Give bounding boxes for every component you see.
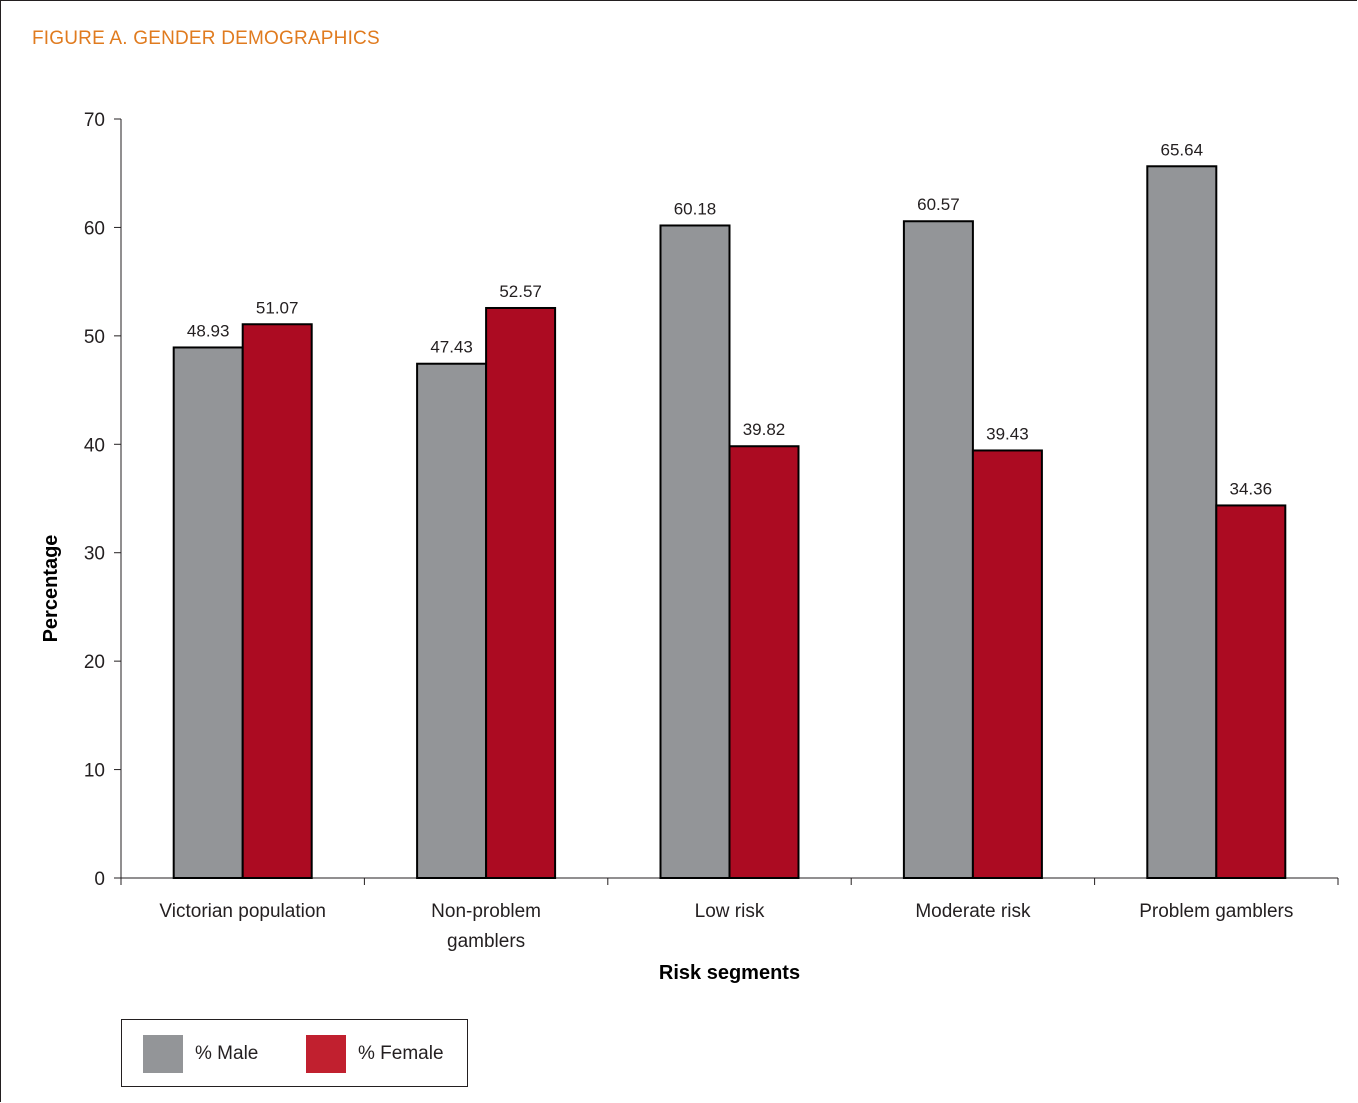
- legend: % Male % Female: [121, 1019, 468, 1087]
- bar-female: [485, 306, 557, 879]
- data-label-male: 48.93: [187, 321, 230, 340]
- y-tick-label: 0: [94, 869, 105, 890]
- x-category-label: Moderate risk: [915, 901, 1031, 922]
- legend-item-male: % Male: [143, 1035, 258, 1073]
- x-category-label: gamblers: [447, 931, 525, 952]
- figure-title: FIGURE A. GENDER DEMOGRAPHICS: [32, 28, 380, 49]
- data-label-female: 34.36: [1230, 479, 1273, 498]
- legend-swatch-female: [306, 1035, 346, 1073]
- x-category-label: Low risk: [695, 901, 765, 922]
- y-tick-label: 40: [84, 435, 105, 456]
- x-category-label: Victorian population: [159, 901, 326, 922]
- data-label-male: 60.18: [674, 199, 717, 218]
- x-axis-title: Risk segments: [659, 962, 800, 984]
- bar-male: [902, 220, 974, 879]
- data-label-female: 39.82: [743, 420, 786, 439]
- data-label-male: 60.57: [917, 195, 960, 214]
- y-tick-label: 60: [84, 218, 105, 239]
- bar-female: [728, 445, 800, 879]
- y-tick-label: 30: [84, 544, 105, 565]
- x-category-label: Non-problem: [431, 901, 541, 922]
- data-label-male: 65.64: [1161, 140, 1204, 159]
- y-axis-title: Percentage: [40, 535, 62, 643]
- y-tick-label: 70: [84, 110, 105, 131]
- x-category-label: Problem gamblers: [1139, 901, 1293, 922]
- y-tick-label: 20: [84, 652, 105, 673]
- bar-female: [971, 449, 1043, 879]
- legend-label-female: % Female: [358, 1043, 444, 1064]
- bar-male: [1146, 165, 1218, 880]
- y-tick-label: 10: [84, 761, 105, 782]
- data-label-female: 52.57: [499, 282, 542, 301]
- y-tick-label: 50: [84, 327, 105, 348]
- bar-male: [172, 346, 244, 880]
- bar-male: [416, 362, 488, 880]
- bar-female: [1215, 504, 1287, 879]
- bar-male: [659, 224, 731, 879]
- legend-label-male: % Male: [195, 1043, 259, 1064]
- legend-swatch-male: [143, 1035, 183, 1073]
- legend-item-female: % Female: [306, 1035, 444, 1073]
- data-label-female: 51.07: [256, 298, 299, 317]
- data-label-male: 47.43: [430, 338, 473, 357]
- data-label-female: 39.43: [986, 424, 1029, 443]
- bar-female: [241, 323, 313, 879]
